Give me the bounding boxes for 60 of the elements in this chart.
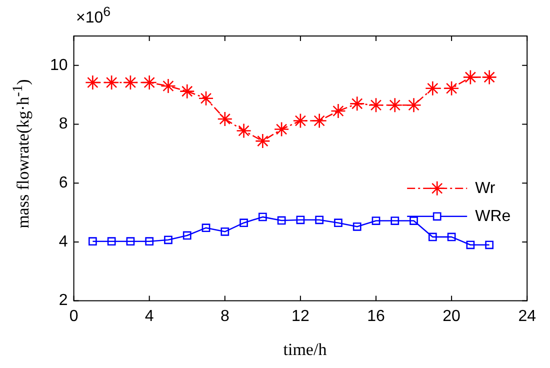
point — [104, 74, 120, 90]
point — [352, 222, 362, 231]
y-tick-label: 4 — [58, 233, 68, 250]
y-tick-label: 2 — [58, 292, 68, 310]
point — [444, 80, 460, 96]
point — [198, 90, 214, 106]
point — [88, 237, 97, 246]
point — [240, 218, 248, 228]
x-axis-title: time/h — [282, 340, 328, 360]
x-tick-label: 4 — [144, 308, 154, 325]
y-tick-label: 8 — [58, 116, 68, 133]
point — [258, 212, 267, 222]
point — [160, 78, 176, 94]
point — [142, 74, 157, 90]
point — [368, 97, 384, 113]
point — [312, 113, 327, 128]
point — [462, 70, 478, 85]
point — [107, 237, 116, 246]
x-tick-label: 24 — [518, 308, 536, 325]
point — [482, 70, 497, 85]
point — [164, 236, 172, 244]
point — [425, 80, 440, 96]
point — [202, 224, 210, 232]
point — [255, 133, 270, 149]
point — [406, 97, 422, 113]
point — [485, 240, 494, 250]
point — [220, 227, 230, 236]
point — [182, 231, 192, 240]
point — [372, 216, 380, 225]
point — [390, 216, 400, 225]
point — [179, 84, 195, 99]
point — [447, 232, 456, 242]
x-tick-label: 0 — [69, 308, 78, 325]
point — [292, 113, 308, 128]
point — [387, 97, 403, 113]
point — [217, 111, 233, 127]
x-tick-label: 20 — [442, 308, 461, 325]
x-tick-label: 12 — [292, 308, 310, 325]
point — [330, 103, 346, 119]
text: ×10$^{6}$ — [76, 4, 111, 28]
point — [236, 123, 252, 138]
point — [277, 216, 286, 225]
point — [334, 218, 342, 228]
x-tick-label: 16 — [367, 308, 385, 325]
legend-label: Wr — [475, 180, 496, 197]
point — [410, 216, 418, 225]
point — [428, 232, 437, 242]
point — [85, 74, 100, 90]
point — [122, 74, 138, 90]
y-tick-label: 10 — [50, 56, 68, 74]
point — [296, 216, 305, 224]
point — [315, 216, 324, 224]
point — [145, 237, 154, 246]
point — [126, 237, 135, 246]
point — [274, 122, 290, 137]
x-tick-label: 8 — [220, 308, 230, 325]
legend-label: WRe — [475, 208, 511, 225]
point — [349, 96, 365, 112]
point — [466, 240, 475, 250]
y-tick-label: 6 — [58, 174, 68, 192]
